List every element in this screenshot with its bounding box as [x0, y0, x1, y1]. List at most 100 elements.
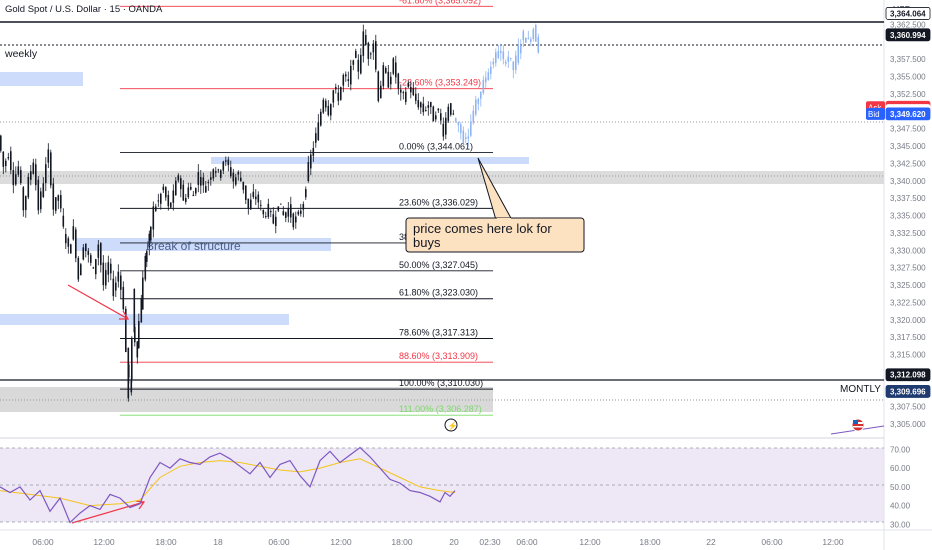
price-candle	[370, 53, 372, 55]
rsi-axis-ticks: 70.00 60.00 50.00 40.00 30.00	[890, 445, 911, 529]
fib-levels[interactable]: -61.80% (3,365.092) -23.60% (3,353.249) 0.…	[120, 0, 493, 416]
price-tag-label: 3,349.620	[890, 110, 926, 119]
price-candle	[272, 214, 275, 224]
price-candle	[305, 189, 307, 198]
price-candle	[302, 204, 305, 210]
price-candle	[397, 73, 400, 89]
price-candle	[350, 65, 352, 85]
projection-candle	[510, 57, 512, 59]
price-candle	[377, 71, 380, 101]
projection-candle	[512, 61, 515, 71]
price-tick-label: 3,362.500	[890, 20, 926, 29]
demand-zone	[0, 314, 289, 325]
price-candle	[155, 206, 157, 211]
bos-zone	[75, 238, 331, 251]
projection-candle	[537, 37, 540, 53]
time-tick-label: 18:00	[391, 537, 413, 547]
price-candle	[150, 226, 152, 241]
price-candle	[128, 364, 130, 378]
price-candle	[138, 321, 140, 349]
price-candle	[175, 180, 177, 196]
fib-label: 78.60% (3,317.313)	[399, 327, 478, 337]
projection-candle	[500, 50, 502, 54]
price-candle	[100, 243, 102, 265]
price-tag-label: 3,364.064	[890, 9, 926, 18]
price-candle	[5, 160, 7, 166]
time-tick-label: 20	[449, 537, 459, 547]
price-candle	[131, 339, 133, 380]
projection-candle	[495, 52, 497, 64]
time-tick-label: 18:00	[155, 537, 177, 547]
time-tick-label: 12:00	[822, 537, 844, 547]
price-candle	[0, 135, 2, 151]
price-candle	[255, 196, 257, 200]
price-candle	[57, 195, 60, 201]
price-tick-label: 3,317.500	[890, 333, 926, 342]
alert-clock-icon[interactable]: ⚡	[444, 418, 458, 432]
price-candle	[95, 259, 97, 275]
projection-candle	[520, 45, 522, 54]
price-candle	[142, 277, 144, 310]
projection-candle	[487, 72, 490, 81]
note-callout[interactable]: price comes here lok for buys	[405, 157, 585, 253]
price-candle	[70, 244, 72, 254]
price-candle	[136, 341, 139, 358]
price-candle	[260, 204, 262, 206]
projection-candle	[507, 56, 510, 62]
price-candle	[327, 105, 330, 116]
rsi-tick-label: 40.00	[890, 502, 911, 511]
price-candle	[195, 188, 197, 194]
price-candle	[280, 203, 282, 205]
price-tick-label: 3,345.000	[890, 142, 926, 151]
price-candle	[440, 113, 442, 121]
price-candle	[285, 212, 287, 218]
price-candle	[85, 243, 87, 252]
red-arrow-down	[67, 284, 130, 320]
price-candle	[450, 103, 452, 115]
price-candle	[425, 110, 427, 112]
price-candle	[117, 271, 120, 282]
price-candle	[30, 171, 32, 180]
price-tick-label: 3,357.500	[890, 55, 926, 64]
price-tick-label: 3,325.000	[890, 281, 926, 290]
price-candle	[297, 211, 300, 215]
price-candle	[222, 161, 225, 171]
projection-candle	[492, 61, 495, 65]
price-candle	[365, 35, 367, 45]
fib-label: 0.00% (3,344.061)	[399, 142, 473, 152]
price-candle	[320, 111, 322, 126]
price-candle	[197, 172, 200, 185]
price-tick-label: 3,330.000	[890, 246, 926, 255]
price-candle	[400, 89, 402, 93]
price-tag	[885, 385, 931, 398]
rsi-line	[0, 446, 456, 524]
projection-series	[455, 23, 540, 147]
price-axis-panel[interactable]	[884, 0, 932, 550]
price-candle	[352, 60, 355, 65]
price-candle	[60, 195, 62, 209]
price-candle	[15, 174, 17, 185]
price-candle	[122, 286, 125, 310]
price-candle	[215, 171, 217, 173]
price-candle	[157, 200, 160, 202]
time-axis[interactable]: 06:00 12:00 18:00 18 06:00 12:00 18:00 20 02:30 0…	[32, 537, 844, 547]
price-candle	[190, 186, 192, 190]
price-candle	[2, 151, 5, 167]
price-candle	[312, 147, 315, 156]
time-tick-label: 06:00	[32, 537, 54, 547]
price-candle	[140, 298, 143, 323]
price-candle	[335, 87, 337, 90]
price-candle	[347, 79, 350, 81]
price-candle	[130, 380, 133, 393]
weekly-zone	[0, 72, 83, 86]
price-candle	[235, 177, 237, 185]
price-candle	[170, 202, 172, 208]
price-candle	[447, 106, 450, 121]
price-candle	[210, 177, 212, 180]
price-candle	[317, 122, 320, 141]
price-candle	[27, 177, 30, 198]
price-candle	[120, 275, 122, 290]
price-candle	[392, 58, 395, 74]
price-candle	[330, 104, 332, 116]
